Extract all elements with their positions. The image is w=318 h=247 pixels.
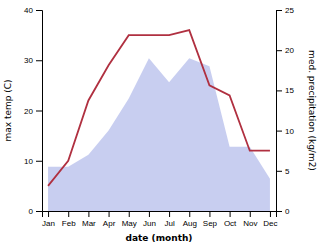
tick-label: 40 <box>24 6 33 15</box>
tick-label: 10 <box>24 157 33 166</box>
tick-label: 0 <box>29 207 34 216</box>
tick-label: Mar <box>82 219 96 228</box>
y2-axis: 0 5 10 15 20 25 <box>276 6 294 216</box>
tick-mark <box>129 211 130 217</box>
tick-mark <box>276 131 282 132</box>
tick-label: Nov <box>243 219 257 228</box>
tick: Feb <box>62 211 76 228</box>
tick-label: Jun <box>143 219 156 228</box>
tick-mark <box>36 111 42 112</box>
tick: 0 <box>29 207 42 216</box>
y2-axis-title: med. precipitation (kg/m2) <box>307 50 317 171</box>
axis-line <box>36 11 43 212</box>
marks <box>48 30 270 211</box>
tick-label: 30 <box>24 56 33 65</box>
tick-mark <box>209 211 210 217</box>
tick-mark <box>189 211 190 217</box>
tick: 40 <box>24 6 42 15</box>
tick: 20 <box>24 107 42 116</box>
tick: Aug <box>183 211 197 228</box>
tick-mark <box>169 211 170 217</box>
tick-mark <box>88 211 89 217</box>
tick-mark <box>276 211 282 212</box>
tick-mark <box>276 50 282 51</box>
tick: 30 <box>24 56 42 65</box>
area <box>48 58 270 211</box>
tick: May <box>122 211 137 228</box>
tick-mark <box>68 211 69 217</box>
tick-label: 25 <box>285 6 294 15</box>
axis-line <box>277 11 283 212</box>
tick: Nov <box>243 211 257 228</box>
y-axis: 0 10 20 30 40 <box>24 6 42 216</box>
tick-mark <box>48 211 49 217</box>
tick-mark <box>36 10 42 11</box>
tick-label: Dec <box>263 219 277 228</box>
tick-label: 15 <box>285 86 294 95</box>
tick: Apr <box>103 211 116 228</box>
tick: Oct <box>224 211 237 228</box>
tick-label: 0 <box>285 207 290 216</box>
tick-label: Jul <box>164 219 174 228</box>
line <box>48 30 270 186</box>
tick-mark <box>270 211 271 217</box>
tick: Jul <box>164 211 174 228</box>
tick-mark <box>250 211 251 217</box>
tick-mark <box>276 10 282 11</box>
tick-label: 20 <box>24 107 33 116</box>
tick-label: 5 <box>285 167 290 176</box>
tick: Sep <box>203 211 218 228</box>
axis-line <box>43 212 277 218</box>
tick: 5 <box>276 167 290 176</box>
tick: Mar <box>82 211 96 228</box>
tick-mark <box>109 211 110 217</box>
tick-mark <box>276 90 282 91</box>
tick-label: Oct <box>224 219 237 228</box>
tick-label: 10 <box>285 127 294 136</box>
tick: 20 <box>276 46 294 55</box>
tick-mark <box>230 211 231 217</box>
tick: 10 <box>276 127 294 136</box>
tick: 15 <box>276 86 294 95</box>
tick: Jan <box>42 211 55 228</box>
tick: 10 <box>24 157 42 166</box>
tick-label: Feb <box>62 219 76 228</box>
tick-label: 20 <box>285 46 294 55</box>
y-axis-title: max temp (C) <box>3 79 13 141</box>
tick: Dec <box>263 211 277 228</box>
tick-label: Sep <box>203 219 218 228</box>
chart: Jan Feb Mar Apr May Jun Jul Aug Sep Oct Nov Dec 0 10 2… <box>0 0 318 247</box>
tick-mark <box>36 161 42 162</box>
tick: 0 <box>276 207 290 216</box>
tick: 25 <box>276 6 294 15</box>
tick-label: Aug <box>183 219 197 228</box>
tick-label: Apr <box>103 219 116 228</box>
x-axis: Jan Feb Mar Apr May Jun Jul Aug Sep Oct Nov Dec <box>42 211 277 228</box>
tick-mark <box>149 211 150 217</box>
tick-label: Jan <box>42 219 55 228</box>
tick-mark <box>36 211 42 212</box>
tick-mark <box>36 60 42 61</box>
plot: Jan Feb Mar Apr May Jun Jul Aug Sep Oct Nov Dec 0 10 2… <box>24 6 294 228</box>
tick-mark <box>276 171 282 172</box>
tick: Jun <box>143 211 156 228</box>
tick-label: May <box>122 219 137 228</box>
x-axis-title: date (month) <box>126 233 193 243</box>
